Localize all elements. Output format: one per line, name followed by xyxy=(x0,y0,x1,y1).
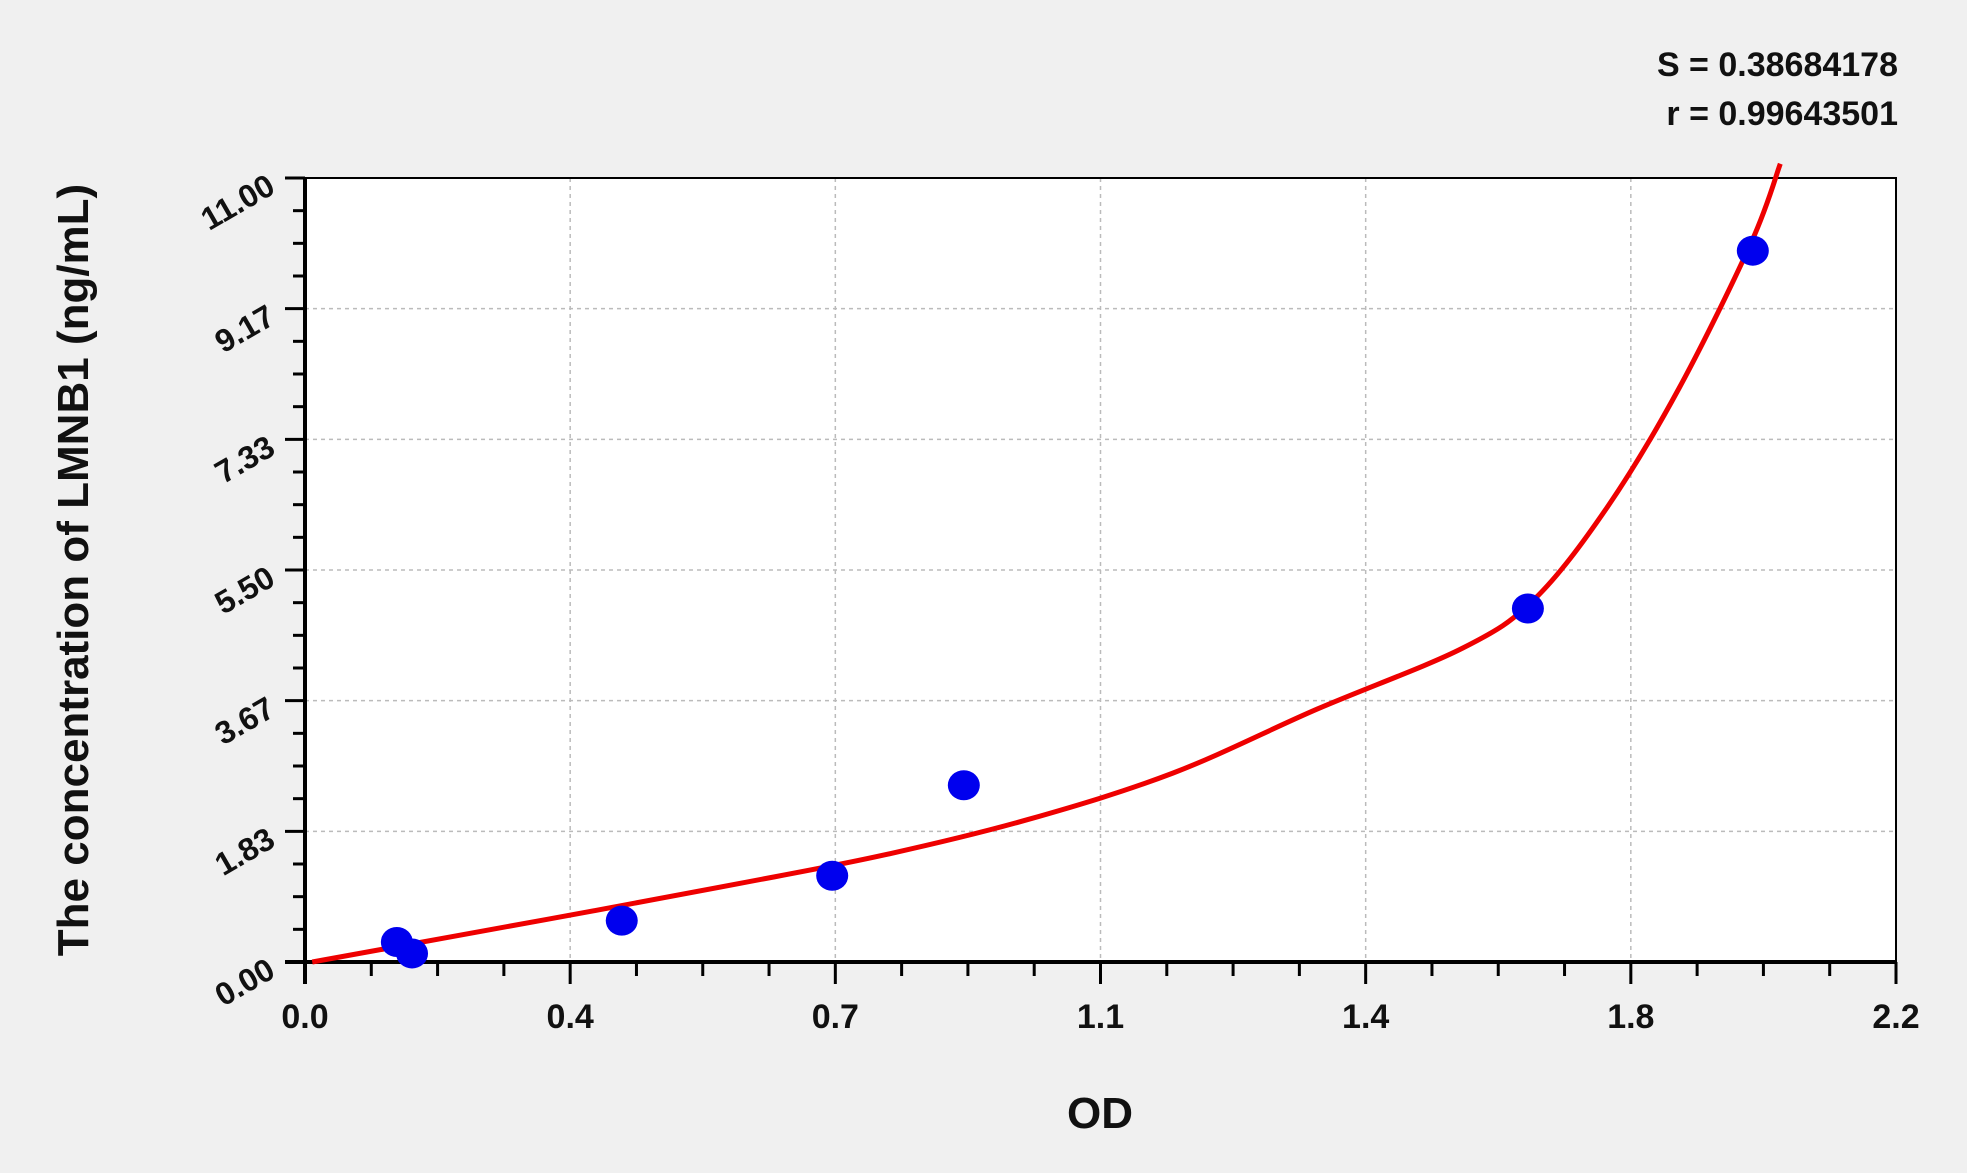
y-tick-label: 7.33 xyxy=(209,428,281,490)
data-point xyxy=(816,860,849,891)
annotation-s: S = 0.38684178 xyxy=(1657,46,1898,84)
y-tick-label: 11.00 xyxy=(195,167,281,237)
x-tick-label: 0.7 xyxy=(812,998,859,1036)
x-axis-label: OD xyxy=(1067,1089,1133,1138)
y-tick-label: 0.00 xyxy=(209,951,281,1013)
data-point xyxy=(396,938,429,969)
data-point xyxy=(605,905,638,936)
y-tick-label: 5.50 xyxy=(209,559,281,621)
grid xyxy=(305,178,1896,962)
y-axis-label: The concentration of LMNB1 (ng/mL) xyxy=(49,184,98,956)
y-tick-label: 3.67 xyxy=(209,690,281,752)
x-tick-label: 0.0 xyxy=(281,998,328,1036)
x-tick-label: 2.2 xyxy=(1872,998,1919,1036)
annotation-r: r = 0.99643501 xyxy=(1666,95,1898,133)
y-tick-label: 9.17 xyxy=(209,298,281,360)
data-point xyxy=(947,770,980,801)
data-point xyxy=(1736,235,1769,266)
y-tick-label: 1.83 xyxy=(209,820,281,882)
data-points xyxy=(380,235,1769,969)
x-tick-label: 1.1 xyxy=(1077,998,1124,1036)
fit-curve xyxy=(311,162,1783,965)
x-tick-label: 1.4 xyxy=(1342,998,1389,1036)
x-tick-label: 0.4 xyxy=(547,998,594,1036)
data-point xyxy=(1511,593,1544,624)
x-tick-label: 1.8 xyxy=(1607,998,1654,1036)
